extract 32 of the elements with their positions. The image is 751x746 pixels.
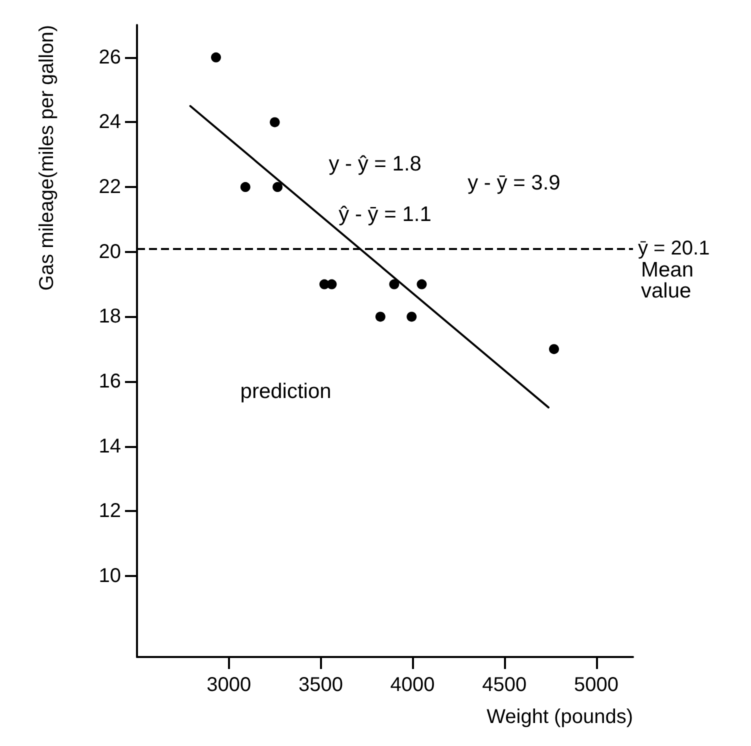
y-tick-label: 22 — [98, 176, 121, 198]
annotation: y - ŷ = 1.8 — [328, 152, 422, 176]
point — [211, 52, 221, 62]
x-axis-title: Weight (pounds) — [486, 706, 633, 728]
x-tick-label: 5000 — [574, 674, 619, 696]
point — [375, 312, 386, 322]
y-tick-label: 12 — [98, 500, 121, 522]
annotation: prediction — [240, 380, 332, 404]
x-tick-label: 3000 — [206, 674, 252, 696]
y-tick-label: 10 — [98, 564, 121, 587]
x-tick-label: 4500 — [482, 674, 527, 696]
y-tick-label: 18 — [98, 306, 121, 328]
point — [549, 344, 560, 354]
annotation: ŷ - ȳ = 1.1 — [338, 203, 432, 226]
x-tick-label: 4000 — [390, 674, 435, 696]
text: Mean value — [641, 258, 700, 303]
point — [272, 182, 283, 192]
point — [406, 312, 417, 322]
y-tick-label: 20 — [98, 240, 121, 263]
point — [416, 279, 427, 290]
y-axis-title: Gas mileage(miles per gallon) — [36, 25, 58, 291]
y-tick-label: 24 — [98, 111, 121, 134]
point — [326, 279, 337, 290]
point — [240, 182, 250, 192]
ref-line-label: ȳ = 20.1 — [638, 238, 710, 260]
y-tick-label: 16 — [98, 370, 121, 393]
x-tick-label: 3500 — [298, 674, 343, 696]
point — [389, 279, 400, 290]
y-tick-label: 14 — [98, 435, 121, 458]
annotation: y - ȳ = 3.9 — [468, 172, 560, 194]
y-tick-label: 26 — [98, 46, 121, 68]
point — [270, 117, 280, 128]
